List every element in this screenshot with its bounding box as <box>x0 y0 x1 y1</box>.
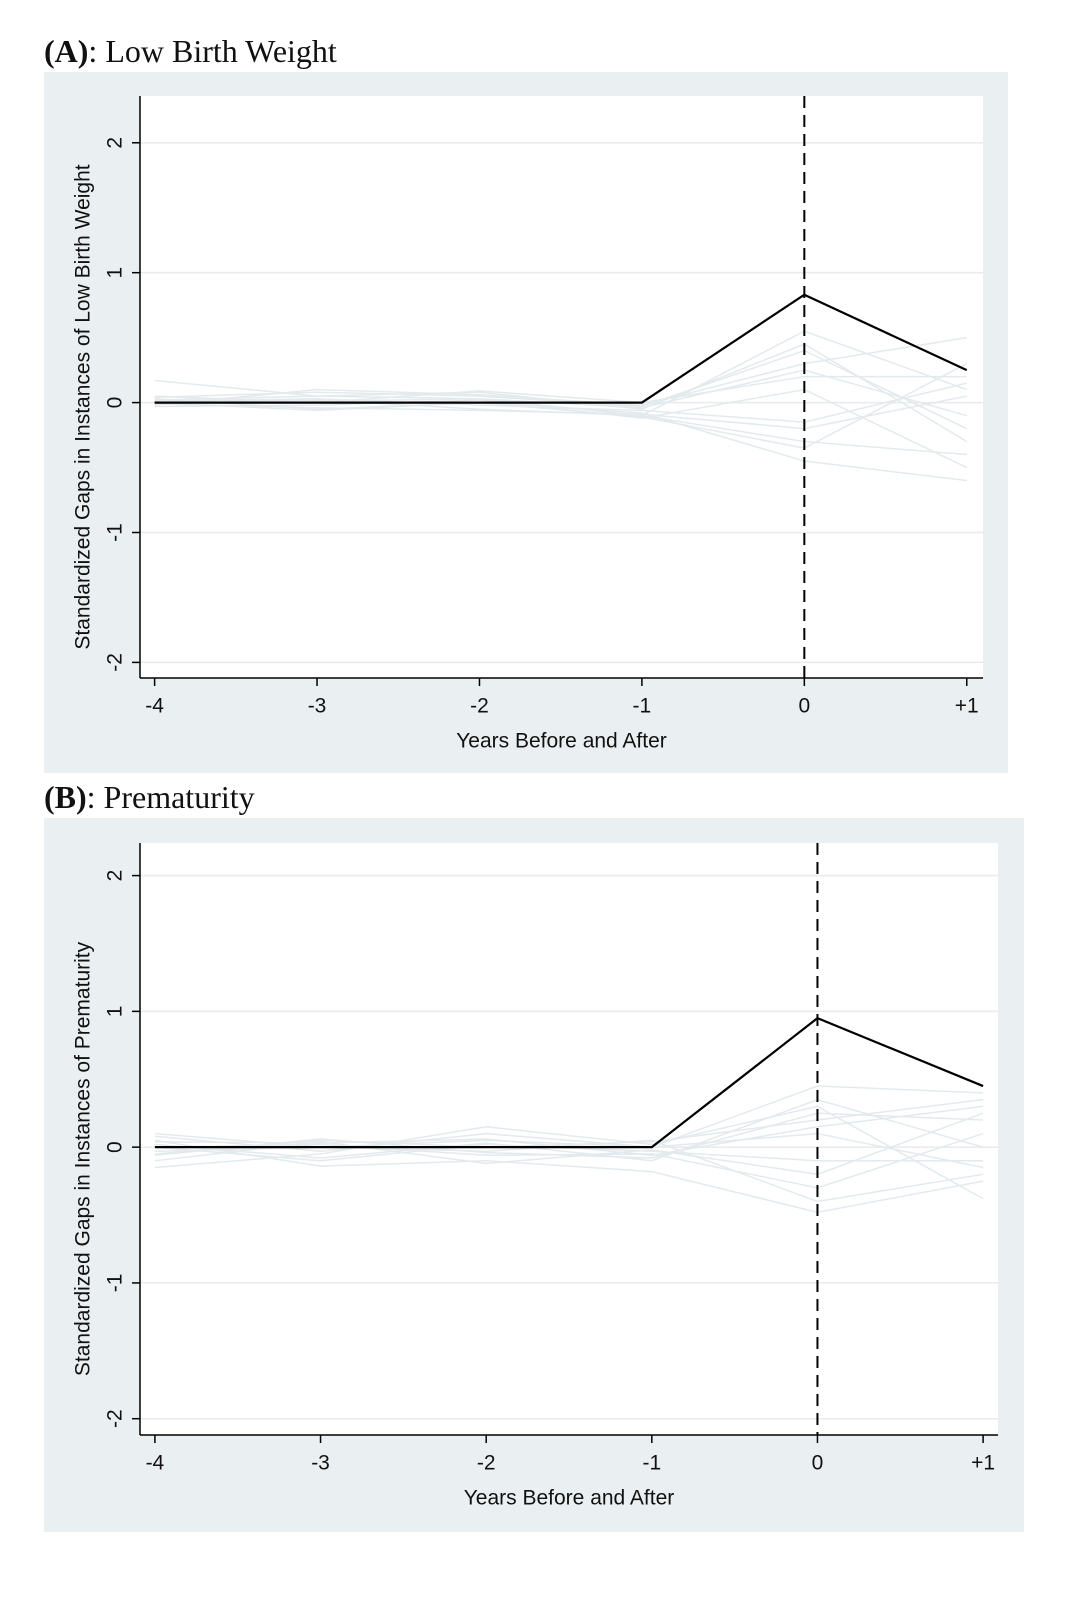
plot-area <box>140 96 983 678</box>
x-tick-label: 0 <box>798 695 810 718</box>
series-line <box>154 1098 984 1162</box>
y-tick-label: 2 <box>104 137 127 149</box>
chart-title: (A): Low Birth Weight <box>44 33 337 69</box>
x-tick-label: 0 <box>812 1452 824 1475</box>
series-line <box>154 1139 984 1214</box>
title-text: : Prematurity <box>87 779 255 815</box>
series-line <box>154 336 967 406</box>
series-line <box>154 395 967 430</box>
y-tick-label: 1 <box>104 1006 127 1018</box>
panel-label: (A) <box>44 33 88 69</box>
y-tick-label: -2 <box>104 1409 127 1428</box>
panel-label: (B) <box>44 779 87 815</box>
series-line <box>154 382 967 423</box>
y-tick-label: 1 <box>104 267 127 279</box>
x-tick-label: -4 <box>145 695 164 718</box>
x-tick-label: -2 <box>477 1452 496 1475</box>
x-tick-label: -1 <box>633 695 652 718</box>
x-tick-label: +1 <box>971 1452 995 1475</box>
x-tick-label: -3 <box>308 695 327 718</box>
y-tick-label: -1 <box>104 523 127 542</box>
series-line <box>154 293 968 404</box>
plot-area <box>140 843 998 1435</box>
y-axis-label: Standardized Gaps in Instances of Low Bi… <box>72 164 95 649</box>
series-line <box>154 349 968 430</box>
x-axis-label: Years Before and After <box>456 730 667 753</box>
series-line <box>154 1016 984 1149</box>
x-tick-label: -3 <box>311 1452 330 1475</box>
series-line <box>154 1112 984 1176</box>
x-tick-label: +1 <box>955 695 979 718</box>
y-tick-label: 0 <box>104 1141 127 1153</box>
x-tick-label: -2 <box>470 695 489 718</box>
x-tick-label: -4 <box>146 1452 165 1475</box>
x-axis-label: Years Before and After <box>464 1487 675 1510</box>
y-axis-label: Standardized Gaps in Instances of Premat… <box>72 941 95 1376</box>
y-tick-label: 0 <box>104 397 127 409</box>
title-text: : Low Birth Weight <box>88 33 336 69</box>
y-tick-label: -1 <box>104 1274 127 1293</box>
chart-title: (B): Prematurity <box>44 779 255 815</box>
series-line <box>154 1132 984 1169</box>
y-tick-label: -2 <box>104 653 127 672</box>
x-tick-label: -1 <box>642 1452 661 1475</box>
y-tick-label: 2 <box>104 870 127 882</box>
series-line <box>154 362 968 449</box>
series-line <box>154 1112 984 1159</box>
